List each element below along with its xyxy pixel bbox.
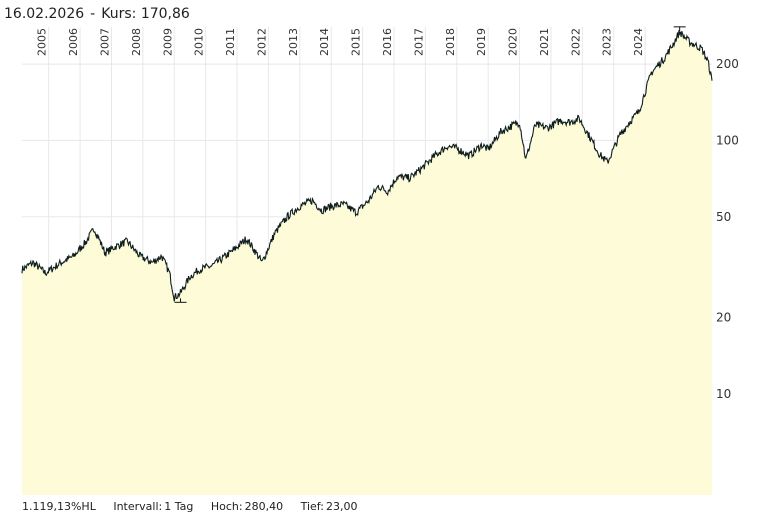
high-value: 280,40: [244, 500, 284, 513]
x-tick-label: 2023: [601, 28, 614, 56]
x-tick-label: 2008: [130, 28, 143, 56]
x-tick-label: 2010: [193, 28, 206, 56]
high-label: Hoch:: [210, 500, 243, 513]
x-tick-label: 2024: [632, 28, 645, 56]
price-header: 16.02.2026- Kurs: 170,86: [4, 6, 190, 22]
x-tick-label: 2021: [538, 28, 551, 56]
x-tick-label: 2016: [381, 28, 394, 56]
x-tick-label: 2005: [36, 28, 49, 56]
x-tick-label: 2020: [507, 28, 520, 56]
x-tick-label: 2017: [412, 28, 425, 56]
x-tick-label: 2012: [255, 28, 268, 56]
x-tick-label: 2007: [98, 28, 111, 56]
y-tick-label: 200: [716, 57, 739, 71]
x-axis: 2005 2006 2007 2008 2009 2010 2011 2012 2013 2014…: [36, 28, 645, 56]
x-tick-label: 2014: [318, 28, 331, 56]
header-price-label: Kurs:: [101, 6, 137, 22]
x-tick-label: 2011: [224, 28, 237, 56]
x-tick-label: 2009: [161, 28, 174, 56]
header-date: 16.02.2026: [4, 6, 85, 22]
low-value: 23,00: [326, 500, 358, 513]
chart-footer: 1.119,13%HL Intervall: 1 Tag Hoch: 280,40 …: [22, 500, 372, 513]
x-tick-label: 2019: [475, 28, 488, 56]
y-tick-label: 10: [716, 387, 731, 401]
y-tick-label: 50: [716, 210, 731, 224]
header-separator: -: [90, 6, 96, 22]
x-tick-label: 2018: [444, 28, 457, 56]
y-tick-label: 20: [716, 311, 731, 325]
y-axis: 10 20 50 100 200: [716, 57, 739, 401]
low-marker: [174, 298, 187, 303]
x-tick-label: 2022: [569, 28, 582, 56]
y-tick-label: 100: [716, 133, 739, 147]
performance-value: 1.119,13%HL: [22, 500, 96, 513]
x-tick-label: 2006: [67, 28, 80, 56]
low-label: Tief:: [300, 500, 324, 513]
price-line: [21, 29, 713, 302]
x-tick-label: 2013: [287, 28, 300, 56]
header-price-value: 170,86: [140, 6, 190, 22]
x-tick-label: 2015: [350, 28, 363, 56]
price-area-fill: [22, 30, 712, 495]
interval-label: Intervall:: [113, 500, 163, 513]
interval-value: 1 Tag: [164, 500, 194, 513]
high-marker: [673, 26, 686, 31]
